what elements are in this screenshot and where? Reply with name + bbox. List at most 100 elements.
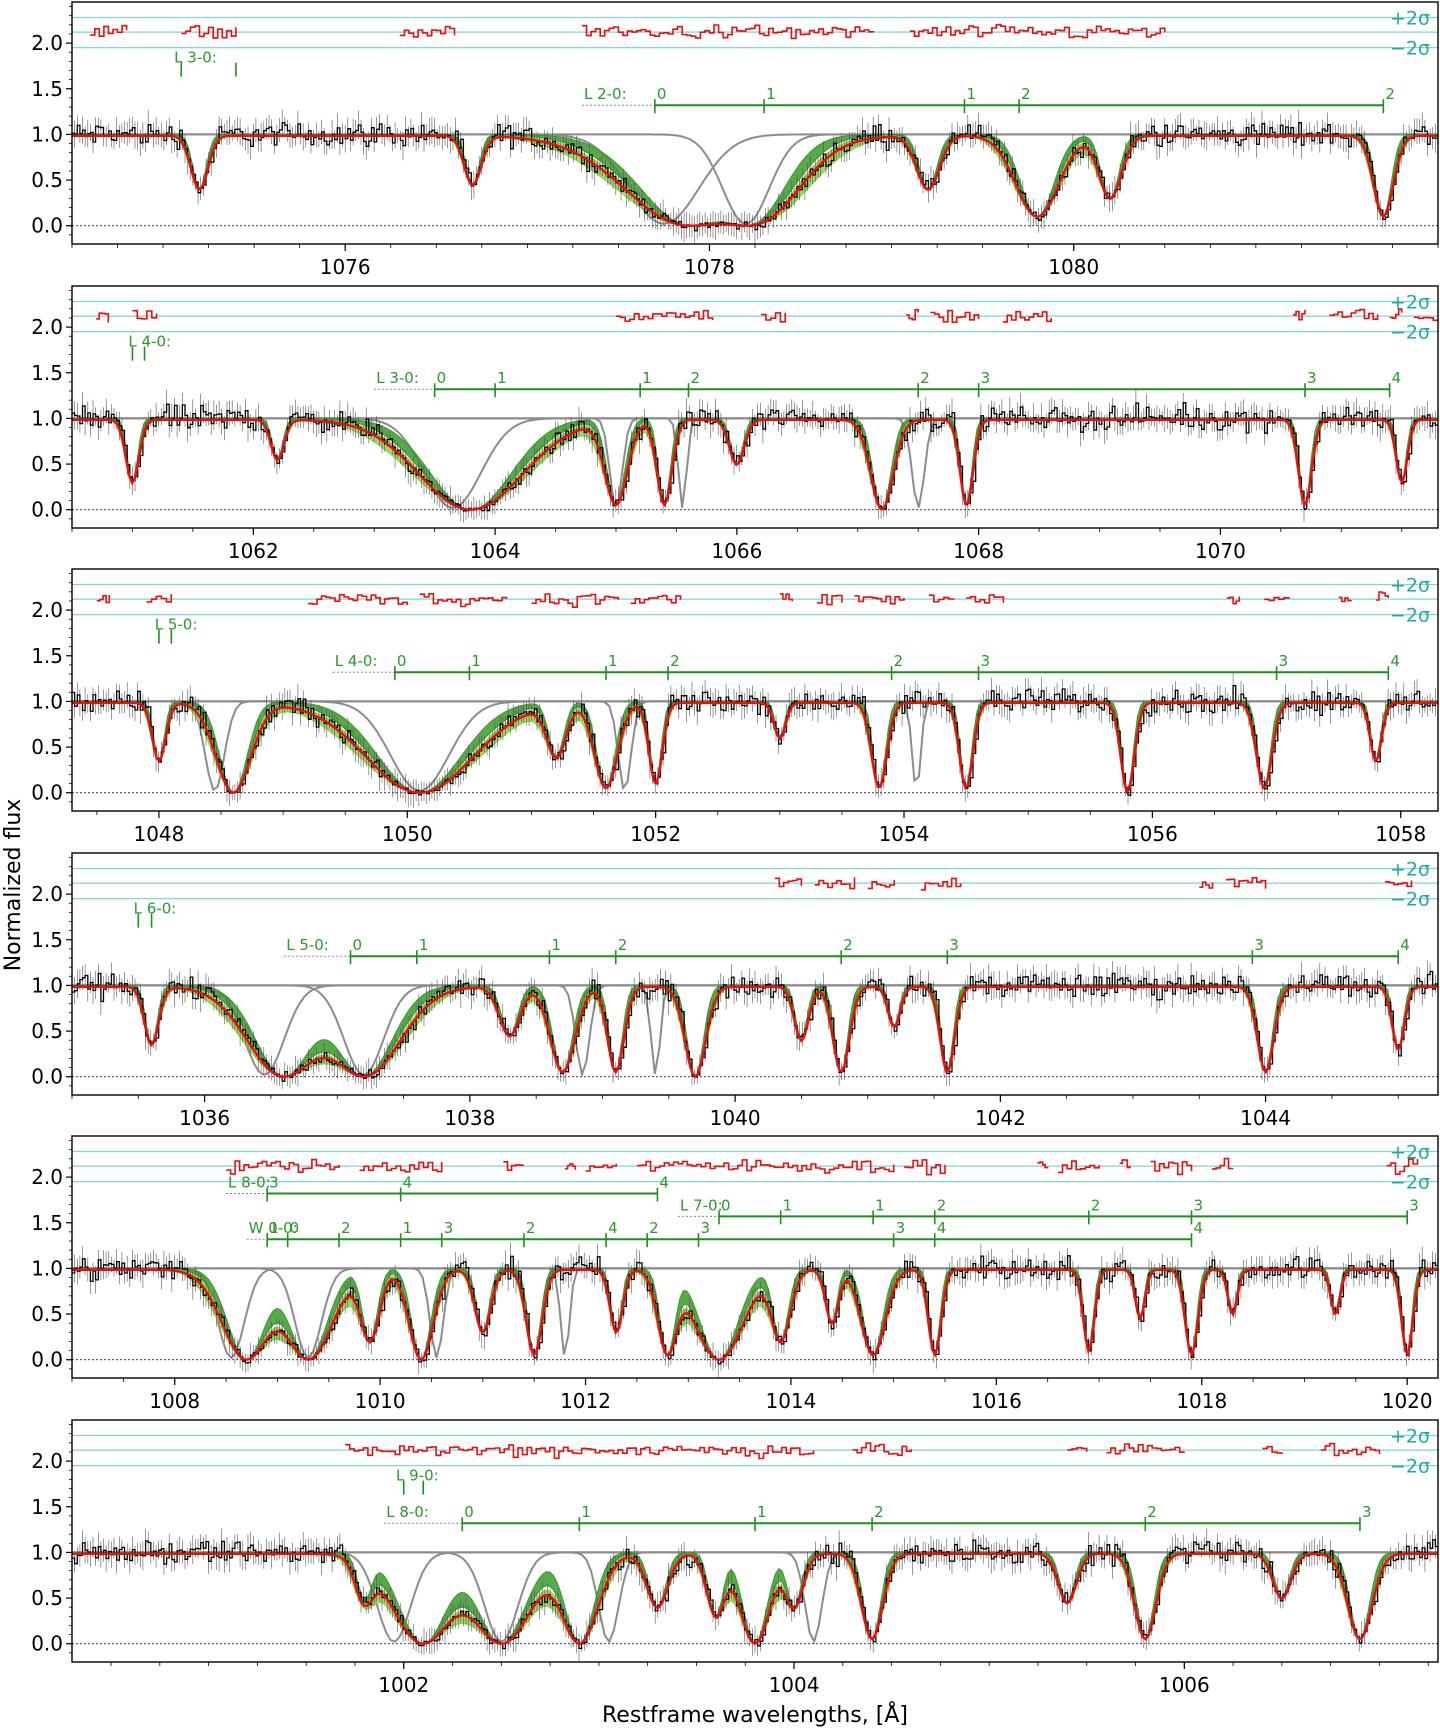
panel-3: L 5-0: 0 1 1 2 2 3 3 4 L 4-0: +2σ −2σ 0.0 0.5 1.0 1.5 2.… xyxy=(31,568,1439,846)
fit-residuals xyxy=(146,594,173,603)
line-id-j-label: 2 xyxy=(1385,85,1395,103)
fit-residuals xyxy=(779,593,794,602)
fit-residuals xyxy=(854,595,905,605)
fit-residuals xyxy=(774,877,803,888)
h2-model-band-dark xyxy=(72,700,1438,795)
x-tick-label: 1054 xyxy=(879,822,930,846)
line-id-j-label: 0 xyxy=(657,85,667,103)
observed-spectrum xyxy=(72,685,1438,796)
x-tick-label: 1064 xyxy=(470,539,521,563)
minus-2-sigma-label: −2σ xyxy=(1390,322,1430,344)
fit-residuals xyxy=(630,594,682,605)
line-id-group: L 4-0: xyxy=(128,333,171,361)
y-tick-label: 0.0 xyxy=(31,1065,63,1089)
h2-model-band-light xyxy=(72,1551,1438,1645)
fit-residuals xyxy=(531,593,620,608)
fit-residuals xyxy=(96,595,111,604)
line-id-j-label: 3 xyxy=(269,1174,279,1192)
line-id-group: 1 0 2 1 3 2 4 2 3 3 4 4W 0-0: xyxy=(246,1219,1204,1248)
fit-residuals xyxy=(1199,881,1214,889)
y-tick-label: 0.0 xyxy=(31,781,63,805)
other-component-profile xyxy=(72,133,1438,225)
line-id-j-label: 1 xyxy=(497,369,507,387)
plot-area xyxy=(72,583,1438,808)
line-id-j-label: 2 xyxy=(526,1219,536,1237)
fit-residuals xyxy=(1037,1161,1049,1169)
x-tick-label: 1066 xyxy=(711,539,762,563)
line-id-j-label: 4 xyxy=(659,1174,669,1192)
line-id-j-label: 1 xyxy=(551,936,561,954)
fit-residuals xyxy=(1389,308,1403,319)
total-model-line xyxy=(72,701,1438,794)
line-id-j-label: 4 xyxy=(1194,1219,1204,1237)
fit-residuals xyxy=(1413,316,1438,322)
total-model-line xyxy=(72,1552,1438,1646)
line-id-band-label: L 8-0: xyxy=(386,1503,429,1521)
fit-residuals xyxy=(1119,1159,1131,1169)
line-id-j-label: 2 xyxy=(691,369,701,387)
x-tick-label: 1014 xyxy=(765,1389,816,1413)
plot-area xyxy=(72,16,1438,244)
line-id-j-label: 3 xyxy=(949,936,959,954)
line-id-j-label: 3 xyxy=(981,369,991,387)
fit-residuals xyxy=(814,877,856,890)
plus-2-sigma-label: +2σ xyxy=(1390,292,1430,314)
line-id-j-label: 1 xyxy=(966,85,976,103)
fit-residuals xyxy=(1385,880,1413,888)
y-tick-label: 1.5 xyxy=(31,644,63,668)
fit-residuals xyxy=(585,1163,618,1172)
line-id-j-label: 4 xyxy=(403,1174,413,1192)
line-id-j-label: 4 xyxy=(1392,369,1402,387)
y-tick-label: 1.5 xyxy=(31,361,63,385)
fit-residuals xyxy=(903,1159,946,1176)
line-id-j-label: 4 xyxy=(937,1219,947,1237)
h2-model-band-dark xyxy=(72,984,1438,1078)
line-id-j-label: 1 xyxy=(419,936,429,954)
x-tick-label: 1006 xyxy=(1159,1673,1210,1697)
x-tick-label: 1050 xyxy=(382,822,433,846)
y-tick-label: 0.0 xyxy=(31,1632,63,1656)
x-tick-label: 1078 xyxy=(684,255,735,279)
line-id-j-label: 1 xyxy=(581,1503,591,1521)
line-id-j-label: 0 xyxy=(721,1196,731,1214)
x-tick-label: 1010 xyxy=(355,1389,406,1413)
x-tick-label: 1042 xyxy=(975,1106,1026,1130)
fit-residuals xyxy=(1375,591,1390,601)
line-id-band-label: L 2-0: xyxy=(584,85,627,103)
fit-residuals xyxy=(96,312,110,323)
total-model-line xyxy=(72,418,1438,511)
line-id-group: 0 1 1 2 2 3 3 4 L 4-0: xyxy=(332,652,1400,681)
x-tick-label: 1008 xyxy=(149,1389,200,1413)
panel-2: L 4-0: 0 1 1 2 2 3 3 4 L 3-0: +2σ −2σ 0.0 0.5 1.0 1.5 2.… xyxy=(31,285,1439,563)
plot-frame xyxy=(71,285,1439,529)
fit-residuals xyxy=(909,23,1166,39)
line-id-j-label: 1 xyxy=(766,85,776,103)
fit-residuals xyxy=(1292,309,1306,321)
line-id-j-label: 2 xyxy=(618,936,628,954)
plot-frame xyxy=(71,852,1439,1096)
y-tick-label: 1.5 xyxy=(31,1495,63,1519)
y-tick-label: 2.0 xyxy=(31,31,63,55)
fit-residuals xyxy=(930,309,980,324)
x-tick-label: 1056 xyxy=(1127,822,1178,846)
fit-residuals xyxy=(1002,310,1052,323)
fit-residuals xyxy=(565,1163,577,1170)
plot-frame xyxy=(71,1419,1439,1663)
line-id-group: L 3-0: xyxy=(174,49,237,77)
y-tick-label: 0.5 xyxy=(31,1019,63,1043)
fit-residuals xyxy=(90,24,128,37)
x-tick-label: 1080 xyxy=(1048,255,1099,279)
line-id-j-label: 0 xyxy=(290,1219,300,1237)
line-id-j-label: 2 xyxy=(341,1219,351,1237)
y-tick-label: 2.0 xyxy=(31,315,63,339)
line-id-band-label: L 5-0: xyxy=(286,936,329,954)
x-tick-label: 1044 xyxy=(1240,1106,1291,1130)
x-tick-label: 1076 xyxy=(320,255,371,279)
panels-container: L 3-0:0 1 1 2 2L 2-0:+2σ−2σ0.00.51.01.52.010… xyxy=(31,1,1439,1697)
line-id-j-label: 3 xyxy=(1307,369,1317,387)
x-tick-label: 1062 xyxy=(228,539,279,563)
plot-frame xyxy=(71,568,1439,812)
fit-residuals xyxy=(1264,596,1290,602)
y-tick-label: 0.5 xyxy=(31,168,63,192)
